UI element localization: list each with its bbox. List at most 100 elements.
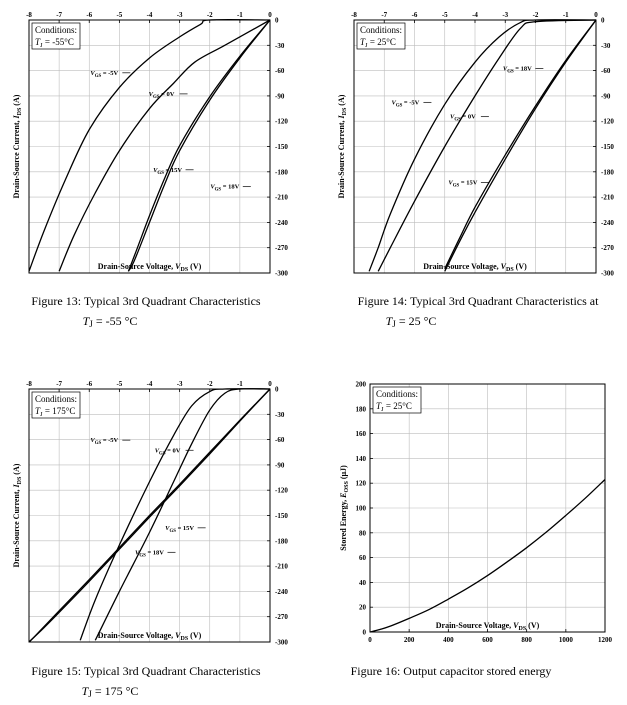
y-tick-label: -180 <box>275 168 288 176</box>
y-tick-label: 0 <box>275 17 279 25</box>
series-line <box>444 19 597 272</box>
chart-fig13: -8 -7 -6 -5 -4 -3 -2 -1 00 -30 -60 -90 -120 -150 -180 -… <box>12 11 288 329</box>
x-tick-label: -7 <box>56 11 62 19</box>
conditions-title: Conditions: <box>35 25 77 35</box>
y-tick-label: -270 <box>275 244 288 252</box>
figure-caption: Figure 16: Output capacitor stored energ… <box>351 664 552 678</box>
x-tick-label: -8 <box>351 11 357 19</box>
conditions-value: TJ = 25°C <box>376 401 412 413</box>
x-tick-label: -3 <box>177 11 183 19</box>
series-line <box>377 19 597 272</box>
x-tick-label: 1000 <box>559 636 574 644</box>
x-tick-label: -3 <box>177 380 183 388</box>
x-tick-label: -4 <box>147 380 153 388</box>
y-tick-label: -90 <box>601 92 611 100</box>
x-tick-label: 0 <box>268 380 272 388</box>
x-tick-label: -6 <box>86 11 92 19</box>
curve-label: VGS = 0V <box>450 114 476 123</box>
x-tick-label: -2 <box>207 380 213 388</box>
curve-label: VGS = 0V <box>149 91 175 100</box>
curve-label: VGS = 0V <box>155 447 181 456</box>
conditions-value: TJ = -55°C <box>35 37 74 49</box>
figure-caption-line2: TJ = 175 °C <box>82 684 139 699</box>
x-tick-label: -5 <box>442 11 448 19</box>
y-tick-label: 80 <box>359 529 367 537</box>
y-tick-label: 20 <box>359 604 367 612</box>
figure-caption-line2: TJ = -55 °C <box>83 314 138 329</box>
series-line <box>444 19 597 270</box>
x-tick-label: -8 <box>26 11 32 19</box>
chart-fig14: -8 -7 -6 -5 -4 -3 -2 -1 00 -30 -60 -90 -120 -150 -180 -… <box>337 11 614 329</box>
y-axis-label-group: Drain-Source Current, IDS (A) <box>12 94 23 198</box>
x-axis-label: Drain-Source Voltage, VDS (V) <box>98 262 202 273</box>
y-tick-label: -300 <box>275 639 288 647</box>
conditions-box <box>372 386 422 414</box>
series-line <box>94 388 271 641</box>
x-tick-label: -1 <box>563 11 569 19</box>
x-tick-label: -7 <box>381 11 387 19</box>
y-tick-label: -120 <box>275 118 288 126</box>
x-tick-label: -6 <box>412 11 418 19</box>
x-tick-label: -2 <box>533 11 539 19</box>
series-line <box>58 19 271 272</box>
y-tick-label: -60 <box>275 67 285 75</box>
y-tick-label: -270 <box>601 244 614 252</box>
y-tick-label: -210 <box>275 194 288 202</box>
series-line <box>28 388 271 643</box>
curve-label: VGS = 18V <box>210 184 239 193</box>
y-tick-label: 160 <box>356 430 367 438</box>
figure-caption: Figure 15: Typical 3rd Quadrant Characte… <box>31 664 261 678</box>
y-tick-label: 0 <box>601 17 605 25</box>
y-tick-label: -120 <box>275 487 288 495</box>
x-tick-label: -5 <box>116 380 122 388</box>
y-tick-label: -90 <box>275 92 285 100</box>
x-tick-label: -5 <box>116 11 122 19</box>
figure-caption: Figure 14: Typical 3rd Quadrant Characte… <box>358 294 600 308</box>
x-axis-label: Drain-Source Voltage, VDS (V) <box>98 631 202 642</box>
conditions-value: TJ = 175°C <box>35 406 75 418</box>
series-line <box>369 479 606 633</box>
y-tick-label: 40 <box>359 579 367 587</box>
y-tick-label: -150 <box>601 143 614 151</box>
y-axis-label: Stored Energy, EOSS (µJ) <box>339 465 350 551</box>
series-line <box>28 388 271 643</box>
figure-caption-line2: TJ = 25 °C <box>386 314 437 329</box>
plot-frame <box>353 19 597 274</box>
x-tick-label: 0 <box>368 636 372 644</box>
x-tick-label: -4 <box>472 11 478 19</box>
plot-frame <box>369 383 606 633</box>
x-tick-label: -6 <box>86 380 92 388</box>
series-line <box>28 19 271 272</box>
y-tick-label: 200 <box>356 381 367 389</box>
conditions-value: TJ = 25°C <box>360 37 396 49</box>
conditions-title: Conditions: <box>376 389 418 399</box>
chart-fig16: 0 200 400 600 800 1000 1200 0 20 40 60 80 100 120 140 1… <box>339 381 613 679</box>
y-tick-label: -60 <box>601 67 611 75</box>
y-axis-label-group: Drain-Source Current, IDS (A) <box>337 94 348 198</box>
x-axis-label: Drain-Source Voltage, VDS (V) <box>423 262 527 273</box>
conditions-title: Conditions: <box>35 394 77 404</box>
series-line <box>79 388 271 641</box>
y-tick-label: 0 <box>363 629 367 637</box>
plot-frame <box>28 388 271 643</box>
y-tick-label: -30 <box>601 42 611 50</box>
x-tick-label: -1 <box>237 11 243 19</box>
y-tick-label: 140 <box>356 455 367 463</box>
y-tick-label: -240 <box>601 219 614 227</box>
curve-label: VGS = 18V <box>135 549 164 558</box>
curve-label: VGS = 18V <box>503 66 532 75</box>
y-tick-label: 100 <box>356 505 367 513</box>
y-axis-label-group: Stored Energy, EOSS (µJ) <box>339 465 350 551</box>
y-tick-label: 60 <box>359 554 367 562</box>
curve-label: VGS = 15V <box>448 179 477 188</box>
conditions-box <box>31 391 81 419</box>
y-tick-label: -150 <box>275 512 288 520</box>
y-tick-label: -300 <box>275 270 288 278</box>
x-tick-label: 600 <box>482 636 493 644</box>
x-tick-label: -3 <box>502 11 508 19</box>
x-tick-label: 200 <box>404 636 415 644</box>
series-line <box>368 19 597 272</box>
curve-label: VGS = -5V <box>90 437 118 446</box>
y-tick-label: -240 <box>275 588 288 596</box>
